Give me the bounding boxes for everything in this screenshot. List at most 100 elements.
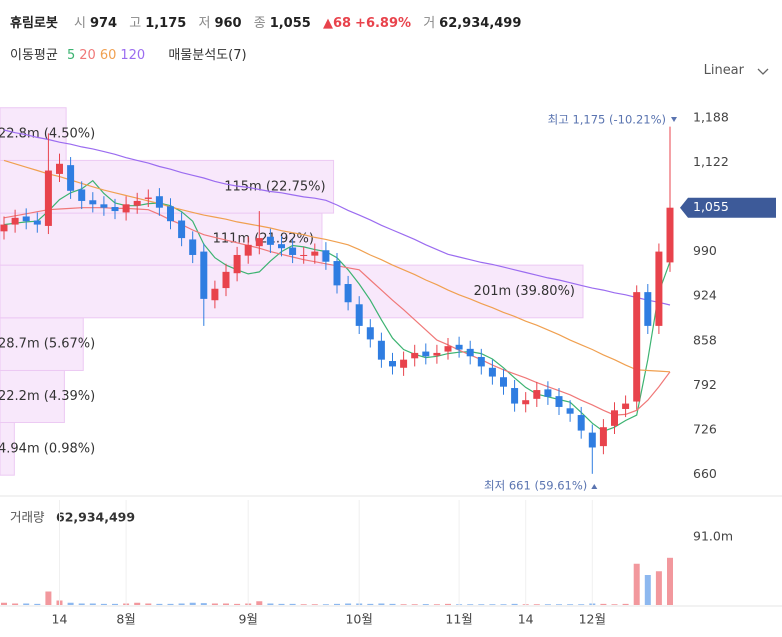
- price-tag-label: 1,055: [693, 199, 729, 214]
- volume-bar: [367, 603, 374, 605]
- candle-body: [67, 165, 75, 191]
- value: 62,934,499: [439, 16, 522, 31]
- profile-label: 22.8m (4.50%): [0, 127, 95, 142]
- candle-body: [300, 254, 308, 256]
- y-tick-label: 1,188: [693, 109, 729, 124]
- y-tick-label: 792: [693, 377, 717, 392]
- candle-body: [477, 356, 485, 367]
- value: 974: [89, 16, 118, 31]
- x-tick-label: 14: [52, 612, 68, 627]
- candle-body: [544, 389, 552, 397]
- volume-bar: [89, 603, 96, 605]
- price-tag: [680, 197, 776, 218]
- volume-bar: [112, 603, 118, 605]
- profile-bar: [0, 317, 84, 371]
- candle-body: [56, 163, 63, 174]
- change-pct: +6.89%: [355, 16, 412, 31]
- arrow: [591, 484, 598, 489]
- candle-body: [389, 361, 396, 367]
- volume-bar: [223, 603, 229, 605]
- value: 1,055: [269, 16, 311, 31]
- volume-bar: [322, 604, 329, 605]
- volume-bar: [156, 603, 163, 605]
- candle-body: [355, 304, 363, 326]
- candle-body: [244, 244, 252, 256]
- volume-bar: [400, 604, 407, 605]
- volume-bar: [45, 591, 52, 605]
- candle-body: [577, 415, 585, 431]
- candle-body: [89, 200, 97, 205]
- x-tick-label: 12월: [579, 612, 606, 627]
- candle-body: [144, 197, 152, 199]
- candle-body: [278, 244, 285, 249]
- volume-bar: [345, 603, 352, 605]
- candle-body: [633, 292, 641, 402]
- x-tick-label: 9월: [238, 612, 257, 627]
- candle-body: [178, 220, 186, 239]
- label: 종: [253, 16, 266, 31]
- volume-bar: [145, 603, 152, 605]
- y-tick-label: 726: [693, 421, 717, 436]
- candle-body: [255, 238, 263, 247]
- volume-bar: [445, 603, 451, 605]
- x-tick-label: 11월: [445, 612, 472, 627]
- scale-mode[interactable]: Linear: [703, 63, 744, 78]
- ma-line: [3, 159, 671, 373]
- volume-bar: [489, 604, 496, 605]
- candle-body: [211, 288, 219, 301]
- volume-bar: [500, 604, 507, 605]
- candle-body: [322, 250, 330, 262]
- candle-body: [599, 427, 607, 447]
- dropdown-chevron[interactable]: [757, 68, 769, 75]
- volume-bar: [334, 603, 340, 605]
- profile-label[interactable]: 매물분석도(7): [168, 48, 247, 63]
- profile-label: 22.2m (4.39%): [0, 389, 95, 404]
- volume-bar: [422, 604, 429, 605]
- volume-bar: [644, 575, 651, 605]
- label: 저: [198, 16, 211, 31]
- candle-body: [611, 410, 618, 426]
- candle-body: [200, 251, 208, 299]
- ma-legend: 이동평균 5 20 60 120 매물분석도(7): [10, 44, 252, 63]
- volume-bar: [167, 603, 174, 605]
- candle-body: [400, 359, 408, 368]
- volume-bar: [578, 604, 585, 605]
- candle-body: [0, 224, 8, 232]
- volume-bar: [600, 603, 607, 605]
- volume-bar: [289, 603, 296, 605]
- candle-body: [622, 403, 630, 409]
- profile-label: 4.94m (0.98%): [0, 441, 95, 456]
- candle-body: [433, 352, 441, 356]
- volume-bar: [433, 604, 440, 605]
- candle-body: [422, 351, 430, 357]
- candle-body: [644, 292, 652, 326]
- y-tick-label: 858: [693, 332, 717, 347]
- volume-bar: [411, 604, 418, 605]
- candle-body: [233, 254, 241, 274]
- ma-line: [3, 129, 671, 306]
- candle-body: [588, 432, 596, 448]
- candle-body: [22, 216, 30, 222]
- volume-bar: [389, 603, 396, 605]
- volume-bar: [278, 603, 285, 605]
- volume-bar: [134, 602, 141, 605]
- volume-bar: [78, 603, 85, 605]
- volume-bar: [378, 603, 385, 605]
- y-tick-label: 660: [693, 466, 717, 481]
- legend-entry: 5: [66, 48, 76, 63]
- x-tick-label: 8월: [116, 612, 135, 627]
- candle-body: [122, 204, 130, 213]
- profile-bar: [0, 264, 584, 319]
- volume-bar: [200, 603, 207, 605]
- candle-body: [100, 204, 108, 208]
- candle-body: [666, 207, 674, 263]
- legend-entry: 120: [120, 48, 146, 63]
- x-tick-label: 14: [518, 612, 534, 627]
- profile-label: 115m (22.75%): [224, 179, 325, 194]
- volume-bar: [567, 604, 574, 605]
- volume-bar: [300, 604, 307, 605]
- candle-body: [311, 251, 319, 256]
- candle-body: [522, 400, 530, 405]
- candle-body: [344, 284, 352, 303]
